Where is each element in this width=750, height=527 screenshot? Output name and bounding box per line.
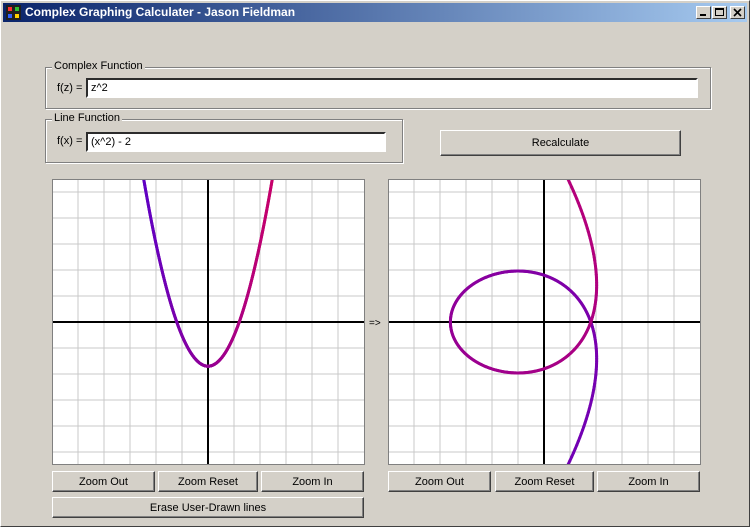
fx-label: f(x) = xyxy=(57,135,83,147)
maximize-button[interactable] xyxy=(712,6,727,19)
minimize-button[interactable] xyxy=(696,6,711,19)
line-function-curve xyxy=(142,180,274,368)
mapped-function-curve xyxy=(448,180,599,464)
left-zoom-reset-button[interactable]: Zoom Reset xyxy=(158,471,258,492)
close-button[interactable] xyxy=(730,6,745,19)
recalculate-button[interactable]: Recalculate xyxy=(440,130,681,156)
right-zoom-reset-button[interactable]: Zoom Reset xyxy=(495,471,594,492)
right-zoom-out-button[interactable]: Zoom Out xyxy=(388,471,491,492)
complex-function-group: Complex Function xyxy=(45,60,711,109)
erase-user-lines-button[interactable]: Erase User-Drawn lines xyxy=(52,497,364,518)
complex-function-group-label: Complex Function xyxy=(52,60,145,72)
curve-segment xyxy=(566,180,572,185)
line-function-group-label: Line Function xyxy=(52,112,123,124)
minimize-icon xyxy=(700,14,706,16)
right-zoom-in-button[interactable]: Zoom In xyxy=(597,471,700,492)
transform-arrow: => xyxy=(369,318,381,329)
window-title: Complex Graphing Calculater - Jason Fiel… xyxy=(25,5,296,19)
title-bar[interactable]: Complex Graphing Calculater - Jason Fiel… xyxy=(3,3,747,22)
calculator-app-icon xyxy=(6,5,21,20)
complex-function-input[interactable] xyxy=(86,78,698,98)
left-zoom-in-button[interactable]: Zoom In xyxy=(261,471,364,492)
fz-label: f(z) = xyxy=(57,82,83,94)
line-function-input[interactable] xyxy=(86,132,386,152)
line-graph-canvas[interactable] xyxy=(52,179,365,465)
close-icon xyxy=(733,8,742,17)
left-zoom-out-button[interactable]: Zoom Out xyxy=(52,471,155,492)
mapped-graph-canvas[interactable] xyxy=(388,179,701,465)
line-function-group: Line Function xyxy=(45,112,403,163)
maximize-icon xyxy=(715,8,724,16)
